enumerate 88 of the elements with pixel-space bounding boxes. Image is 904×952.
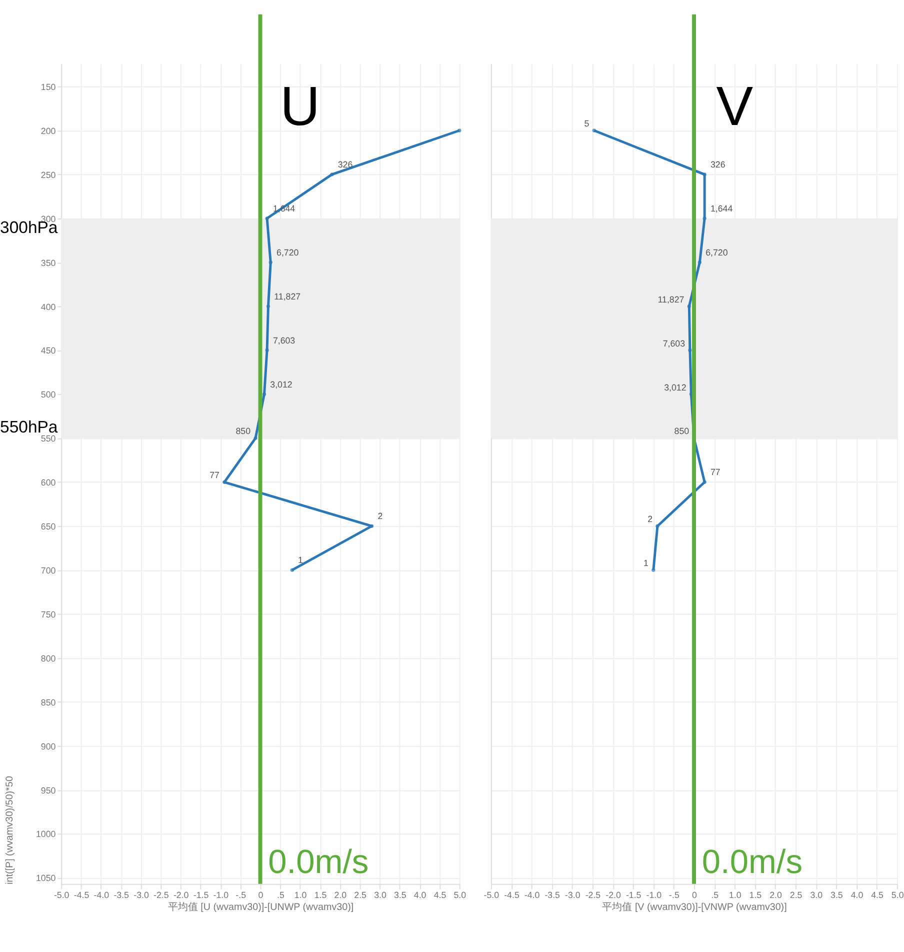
x-tick-label: -1.0 [213,890,229,900]
x-tick-label: -2.0 [606,890,621,900]
y-tick-label: 800 [40,653,56,664]
x-tick-label: -1.0 [646,890,662,900]
x-axis-title: 平均值 [V (wvamv30)]-[VNWP (wvamv30)] [602,901,788,914]
x-tick-label: .5 [276,890,284,900]
x-tick-label: 2.5 [790,890,802,900]
annotation: 77 [710,467,720,478]
y-axis-title: int([P] (wvamv30)/50)*50 [4,776,16,884]
ref-line-label: 0.0m/s [702,844,802,882]
x-tick-label: -3.5 [114,890,130,900]
y-tick-label: 750 [40,609,56,620]
chart-title: U [280,74,320,137]
x-tick-label: 2.0 [334,890,347,900]
x-tick-label: 4.0 [850,890,864,900]
x-tick-label: 3.0 [374,890,386,900]
y-tick-label: 950 [40,785,56,796]
y-tick-label: 1000 [36,829,56,840]
ref-line-label: 0.0m/s [268,844,369,882]
x-tick-label: 4.5 [871,890,884,900]
x-tick-label: -3.0 [565,890,580,900]
annotation: 1,644 [710,204,733,214]
annotation: 2 [648,514,653,524]
x-tick-label: -.5 [236,890,246,900]
annotation: 7,603 [272,335,296,346]
annotation: 77 [210,470,220,480]
y-tick-label: 200 [40,126,56,136]
y-tick-label: 600 [40,478,56,488]
y-tick-label: 400 [40,302,56,312]
annotation: 3,012 [270,379,292,390]
x-tick-label: 3.5 [394,890,406,900]
annotation: 850 [236,426,251,436]
x-tick-label: -2.0 [173,890,189,900]
x-tick-label: -4.0 [94,890,110,900]
x-tick-label: 0 [692,890,698,900]
y-tick-label: 900 [40,741,56,752]
x-tick-label: 0 [258,890,264,900]
x-tick-label: -1.5 [193,890,209,900]
y-tick-label: 550 [40,434,56,444]
annotation: 7,603 [662,338,686,348]
x-tick-label: 4.5 [434,890,446,900]
x-tick-label: 5.0 [454,890,466,900]
annotation: 11,827 [658,294,684,304]
y-tick-label: 350 [40,258,56,268]
y-tick-label: 450 [40,346,56,356]
x-tick-label: -4.0 [524,890,540,900]
x-tick-label: 4.0 [414,890,426,900]
annotation: 5 [584,118,590,129]
annotation: 850 [674,426,690,436]
annotation: 1 [644,558,649,568]
x-tick-label: -3.0 [134,890,149,900]
annotation: 2 [378,511,383,522]
x-tick-label: 1.5 [314,890,327,900]
annotation: 11,827 [274,291,301,302]
x-tick-label: 3.5 [830,890,843,900]
x-axis-title: 平均值 [U (wvamv30)]-[UNWP (wvamv30)] [168,901,354,914]
x-tick-label: -.5 [669,890,680,900]
annotation: 326 [710,160,726,170]
x-tick-label: -1.5 [626,890,642,900]
annotation: 6,720 [706,247,728,258]
y-tick-label: 250 [40,170,56,180]
x-tick-label: -3.5 [544,890,560,900]
annotation: 1 [298,555,304,566]
y-tick-label: 700 [40,566,56,576]
x-tick-label: .5 [711,890,719,900]
x-tick-label: -2.5 [154,890,169,900]
y-tick-label: 500 [40,390,56,400]
y-tick-label: 150 [40,82,56,92]
x-tick-label: 5.0 [891,890,904,900]
x-tick-label: -5.0 [484,890,500,900]
x-tick-label: 3.0 [810,890,823,900]
text: 550hPa [0,417,58,436]
y-tick-label: 1050 [36,873,56,884]
y-tick-label: 850 [40,697,56,708]
x-tick-label: -2.5 [585,890,601,900]
x-tick-label: -5.0 [54,890,70,900]
annotation: 3,012 [664,382,686,392]
x-tick-label: 2.0 [770,890,782,900]
x-tick-label: 1.5 [749,890,762,900]
x-tick-label: -4.5 [504,890,520,900]
y-tick-label: 650 [40,522,56,532]
chart-title: V [716,74,754,137]
annotation: 326 [338,160,353,170]
x-tick-label: 1.0 [728,890,742,900]
annotation: 6,720 [276,247,299,258]
x-tick-label: -4.5 [74,890,90,900]
x-tick-label: 2.5 [354,890,367,900]
x-tick-label: 1.0 [294,890,307,900]
